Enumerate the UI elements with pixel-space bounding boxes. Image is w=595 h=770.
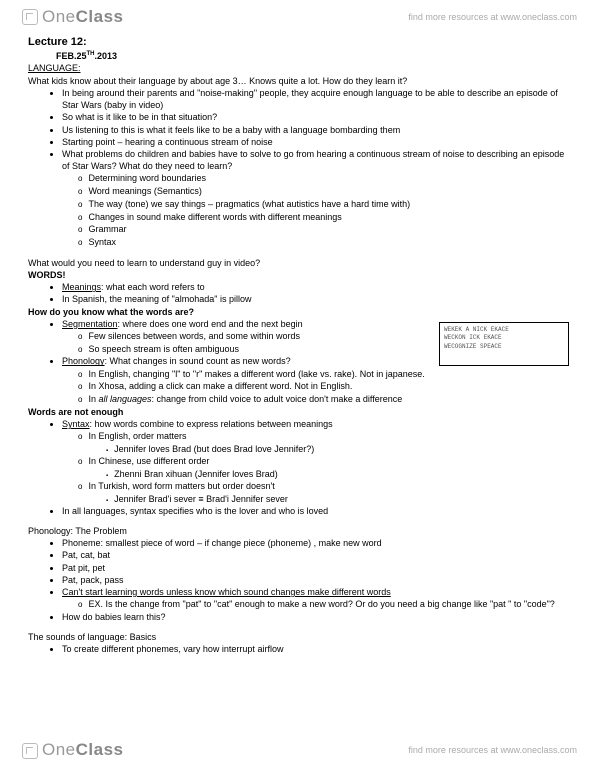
logo-text-class: Class [76, 7, 124, 26]
logo-text-one: One [42, 740, 76, 759]
logo-text-one: One [42, 7, 76, 26]
list-item: Zhenni Bran xihuan (Jennifer loves Brad) [118, 468, 571, 480]
syntax-label: Syntax [62, 419, 90, 429]
words-list: Meanings: what each word refers to In Sp… [28, 281, 571, 305]
footer: OneClass find more resources at www.onec… [0, 733, 595, 770]
list-item: Us listening to this is what it feels li… [62, 124, 571, 136]
segmentation-label: Segmentation [62, 319, 118, 329]
lecture-date: FEB.25TH.2013 [56, 50, 571, 62]
header: OneClass find more resources at www.onec… [0, 0, 595, 33]
howknow-heading: How do you know what the words are? [28, 306, 571, 318]
list-item: The way (tone) we say things – pragmatic… [90, 198, 571, 211]
fig-line: WEKEK A NICK EKACE [444, 326, 564, 334]
syntax-list: Syntax: how words combine to express rel… [28, 418, 571, 517]
list-item: In all languages: change from child voic… [90, 393, 571, 406]
fig-line: WECOGNIZE SPEACE [444, 343, 564, 351]
list-item: Phoneme: smallest piece of word – if cha… [62, 537, 571, 549]
header-tagline: find more resources at www.oneclass.com [408, 11, 577, 23]
footer-logo: OneClass [22, 739, 124, 762]
side-figure: WEKEK A NICK EKACE WECKON ICK EKACE WECO… [439, 322, 569, 366]
words-heading: WORDS! [28, 269, 571, 281]
list-item: So what is it like to be in that situati… [62, 111, 571, 123]
bullet-sublist-1: Determining word boundaries Word meaning… [28, 172, 571, 249]
section-language: LANGUAGE: [28, 62, 571, 74]
sounds-heading: The sounds of language: Basics [28, 631, 571, 643]
list-item: Pat, cat, bat [62, 549, 571, 561]
list-item: Meanings: what each word refers to [62, 281, 571, 293]
list-item: Can't start learning words unless know w… [62, 586, 571, 611]
logo: OneClass [22, 6, 124, 29]
question-para: What would you need to learn to understa… [28, 257, 571, 269]
sounds-list: To create different phonemes, vary how i… [28, 643, 571, 655]
list-item: How do babies learn this? [62, 611, 571, 623]
list-item: Changes in sound make different words wi… [90, 211, 571, 224]
phonprob-heading: Phonology: The Problem [28, 525, 571, 537]
list-item: In Xhosa, adding a click can make a diff… [90, 380, 571, 393]
list-item: In Turkish, word form matters but order … [90, 480, 571, 493]
lecture-title: Lecture 12: [28, 35, 571, 50]
list-item: What problems do children and babies hav… [62, 148, 571, 172]
intro-para: What kids know about their language by a… [28, 75, 571, 87]
meanings-text: : what each word refers to [101, 282, 205, 292]
footer-tagline: find more resources at www.oneclass.com [408, 744, 577, 756]
list-item: In all languages, syntax specifies who i… [62, 505, 571, 517]
list-item: Jennifer loves Brad (but does Brad love … [118, 443, 571, 455]
syntax-text: : how words combine to express relations… [90, 419, 333, 429]
list-item: EX. Is the change from "pat" to "cat" en… [90, 598, 571, 611]
logo-icon [22, 743, 38, 759]
phon-all-pre: In [88, 394, 98, 404]
phonprob-cant: Can't start learning words unless know w… [62, 587, 391, 597]
list-item: In English, changing "l" to "r" makes a … [90, 368, 571, 381]
list-item: In being around their parents and "noise… [62, 87, 571, 111]
list-item: Jennifer Brad'i sever ≡ Brad'i Jennifer … [118, 493, 571, 505]
phon-all-post: : change from child voice to adult voice… [152, 394, 403, 404]
date-suffix: .2013 [95, 51, 118, 61]
list-item: In Chinese, use different order [90, 455, 571, 468]
list-item: Syntax [90, 236, 571, 249]
list-item: In English, order matters [90, 430, 571, 443]
meanings-label: Meanings [62, 282, 101, 292]
list-item: Determining word boundaries [90, 172, 571, 185]
segmentation-text: : where does one word end and the next b… [118, 319, 303, 329]
logo-text-class: Class [76, 740, 124, 759]
phonology-text: : What changes in sound count as new wor… [105, 356, 291, 366]
list-item: Grammar [90, 223, 571, 236]
date-sup: TH [87, 51, 95, 57]
phonprob-list: Phoneme: smallest piece of word – if cha… [28, 537, 571, 623]
date-prefix: FEB.25 [56, 51, 87, 61]
list-item: In Spanish, the meaning of "almohada" is… [62, 293, 571, 305]
logo-icon [22, 9, 38, 25]
phonology-label: Phonology [62, 356, 105, 366]
list-item: Pat, pack, pass [62, 574, 571, 586]
phon-all-ital: all languages [98, 394, 151, 404]
bullet-list-1: In being around their parents and "noise… [28, 87, 571, 172]
list-item: To create different phonemes, vary how i… [62, 643, 571, 655]
list-item: Syntax: how words combine to express rel… [62, 418, 571, 505]
fig-line: WECKON ICK EKACE [444, 334, 564, 342]
list-item: Pat pit, pet [62, 562, 571, 574]
list-item: Starting point – hearing a continuous st… [62, 136, 571, 148]
notenough-heading: Words are not enough [28, 406, 571, 418]
list-item: Word meanings (Semantics) [90, 185, 571, 198]
